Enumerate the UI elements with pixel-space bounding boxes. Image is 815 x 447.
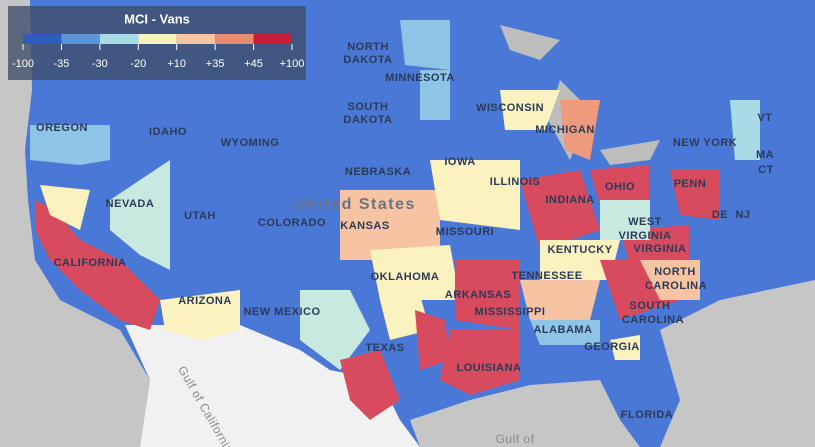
legend-tick-label: -20 xyxy=(130,58,146,70)
map-label: WEST xyxy=(628,216,662,228)
map-label: NEW MEXICO xyxy=(243,306,320,318)
map-label: IOWA xyxy=(444,156,475,168)
map-label: INDIANA xyxy=(545,194,594,206)
map-label: KENTUCKY xyxy=(547,244,612,256)
map-label: ALABAMA xyxy=(533,324,592,336)
legend-tick-label: +100 xyxy=(280,58,305,70)
map-label: MISSOURI xyxy=(436,226,494,238)
map-label: TENNESSEE xyxy=(511,270,582,282)
map-label: SOUTH xyxy=(348,101,389,113)
map-label: CT xyxy=(758,164,774,176)
map-label: NEBRASKA xyxy=(345,166,411,178)
map-label: LOUISIANA xyxy=(457,362,522,374)
legend-swatch xyxy=(138,34,177,44)
map-label: United States xyxy=(294,196,416,213)
legend-swatch xyxy=(61,34,100,44)
legend-swatch xyxy=(176,34,216,44)
legend-tick-label: +35 xyxy=(206,58,225,70)
map-label: CALIFORNIA xyxy=(54,257,127,269)
map-label: MINNESOTA xyxy=(385,72,455,84)
map-label: OHIO xyxy=(605,181,635,193)
legend: MCI - Vans -100 -35 -30 -20 +10 +35 +45 +100 xyxy=(8,6,306,80)
map-label: Gulf of xyxy=(496,432,535,446)
map-label: PENN xyxy=(674,178,707,190)
legend-tick-label: +45 xyxy=(244,58,263,70)
legend-swatch xyxy=(99,34,139,44)
map-label: OREGON xyxy=(36,122,88,134)
map-label: NORTH xyxy=(347,41,389,53)
legend-swatch xyxy=(215,34,254,44)
map-label: MICHIGAN xyxy=(535,124,595,136)
map-label: CAROLINA xyxy=(645,280,707,292)
map-label: DAKOTA xyxy=(343,114,392,126)
map-label: SOUTH xyxy=(630,300,671,312)
map-label: KANSAS xyxy=(340,220,389,232)
map-label: NEVADA xyxy=(106,198,155,210)
map-label: TEXAS xyxy=(365,342,404,354)
map-label: UTAH xyxy=(184,210,216,222)
map-label: WYOMING xyxy=(221,137,280,149)
map-label: NEW YORK xyxy=(673,137,737,149)
map-label: VIRGINIA xyxy=(634,243,687,255)
map-label: IDAHO xyxy=(149,126,187,138)
map-label: COLORADO xyxy=(258,217,326,229)
legend-swatch xyxy=(23,34,62,44)
map-label: ARIZONA xyxy=(178,295,232,307)
map-label: WISCONSIN xyxy=(476,102,544,114)
map-label: MISSISSIPPI xyxy=(475,306,546,318)
map-label: OKLAHOMA xyxy=(371,271,440,283)
legend-swatch xyxy=(253,34,292,44)
map-label: NORTH xyxy=(654,266,696,278)
map-label: ARKANSAS xyxy=(445,289,511,301)
legend-tick-label: +10 xyxy=(167,58,186,70)
map-label: NJ xyxy=(735,209,750,221)
map-label: DE xyxy=(712,209,728,221)
map-label: GEORGIA xyxy=(584,341,639,353)
legend-tick-label: -35 xyxy=(53,58,69,70)
map-label: MA xyxy=(756,149,774,161)
legend-tick-label: -30 xyxy=(92,58,108,70)
map-label: ILLINOIS xyxy=(490,176,540,188)
map-label: VIRGINIA xyxy=(619,230,672,242)
map-label: CAROLINA xyxy=(622,314,684,326)
legend-tick-label: -100 xyxy=(12,58,34,70)
map-label: DAKOTA xyxy=(343,54,392,66)
map-label: FLORIDA xyxy=(621,409,673,421)
legend-title: MCI - Vans xyxy=(124,11,190,26)
map-label: VT xyxy=(757,112,772,124)
